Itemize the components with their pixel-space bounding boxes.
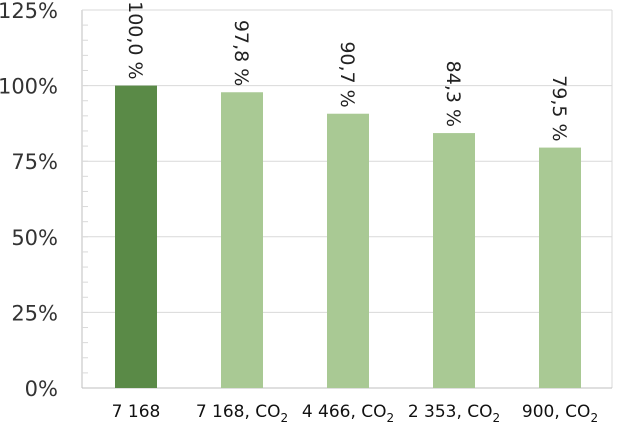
bar (433, 133, 475, 388)
x-tick-label: 900, CO2 (522, 402, 598, 425)
data-label: 84,3 % (442, 61, 464, 127)
data-label: 79,5 % (548, 75, 570, 141)
data-labels: 100,0 % 97,8 % 90,7 % 84,3 % 79,5 % (124, 1, 570, 141)
y-tick-label: 125% (0, 0, 58, 23)
y-tick-label: 25% (11, 301, 58, 325)
y-tick-label: 75% (11, 150, 58, 174)
x-axis-labels: 7 168 7 168, CO2 4 466, CO2 2 353, CO2 900, … (112, 402, 598, 425)
bar (115, 85, 157, 388)
bars (115, 85, 581, 388)
y-axis-ticks: 0% 25% 50% 75% 100% 125% (0, 0, 58, 401)
bar (539, 147, 581, 388)
bar (221, 92, 263, 388)
y-tick-label: 0% (25, 377, 58, 401)
data-label: 90,7 % (336, 41, 358, 107)
x-tick-label: 4 466, CO2 (302, 402, 394, 425)
bar (327, 113, 369, 388)
x-tick-label: 7 168, CO2 (196, 402, 288, 425)
data-label: 100,0 % (124, 1, 146, 80)
x-tick-label: 2 353, CO2 (408, 402, 500, 425)
y-tick-label: 100% (0, 75, 58, 99)
data-label: 97,8 % (230, 20, 252, 86)
y-tick-label: 50% (11, 226, 58, 250)
x-tick-label: 7 168 (112, 402, 161, 422)
